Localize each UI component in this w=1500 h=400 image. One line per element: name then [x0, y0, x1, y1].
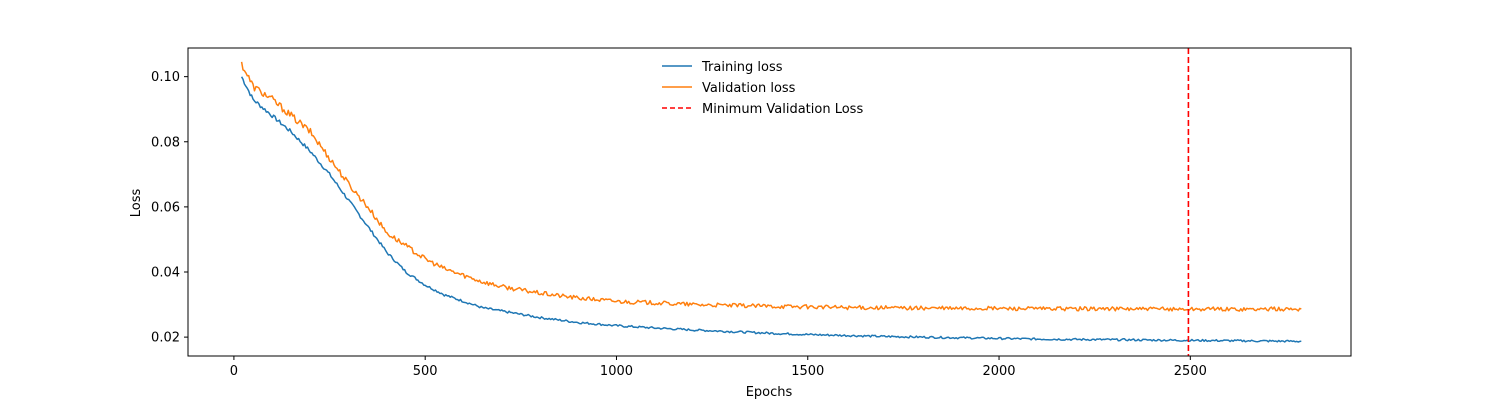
x-tick-label: 500 — [413, 364, 438, 379]
y-tick-label: 0.02 — [151, 331, 180, 346]
legend: Training loss Validation loss Minimum Vali… — [662, 60, 863, 117]
x-axis: 0 500 1000 1500 2000 2500 — [230, 356, 1207, 379]
x-tick-label: 1000 — [600, 364, 633, 379]
x-tick-label: 2500 — [1174, 364, 1207, 379]
x-tick-label: 1500 — [791, 364, 824, 379]
y-tick-label: 0.04 — [151, 266, 180, 281]
x-tick-label: 2000 — [982, 364, 1015, 379]
y-tick-label: 0.06 — [151, 200, 180, 215]
x-tick-label: 0 — [230, 364, 238, 379]
series-line-validation — [240, 61, 1302, 312]
series-layer — [240, 61, 1302, 343]
y-axis-label: Loss — [129, 189, 144, 218]
x-axis-label: Epochs — [746, 385, 793, 400]
y-axis: 0.02 0.04 0.06 0.08 0.10 — [151, 70, 188, 346]
plot-frame — [187, 47, 1352, 357]
legend-label: Validation loss — [702, 81, 796, 96]
legend-label: Training loss — [701, 60, 783, 75]
y-tick-label: 0.10 — [151, 70, 180, 85]
y-tick-label: 0.08 — [151, 135, 180, 150]
series-line-training — [240, 76, 1302, 343]
legend-label: Minimum Validation Loss — [702, 102, 863, 117]
